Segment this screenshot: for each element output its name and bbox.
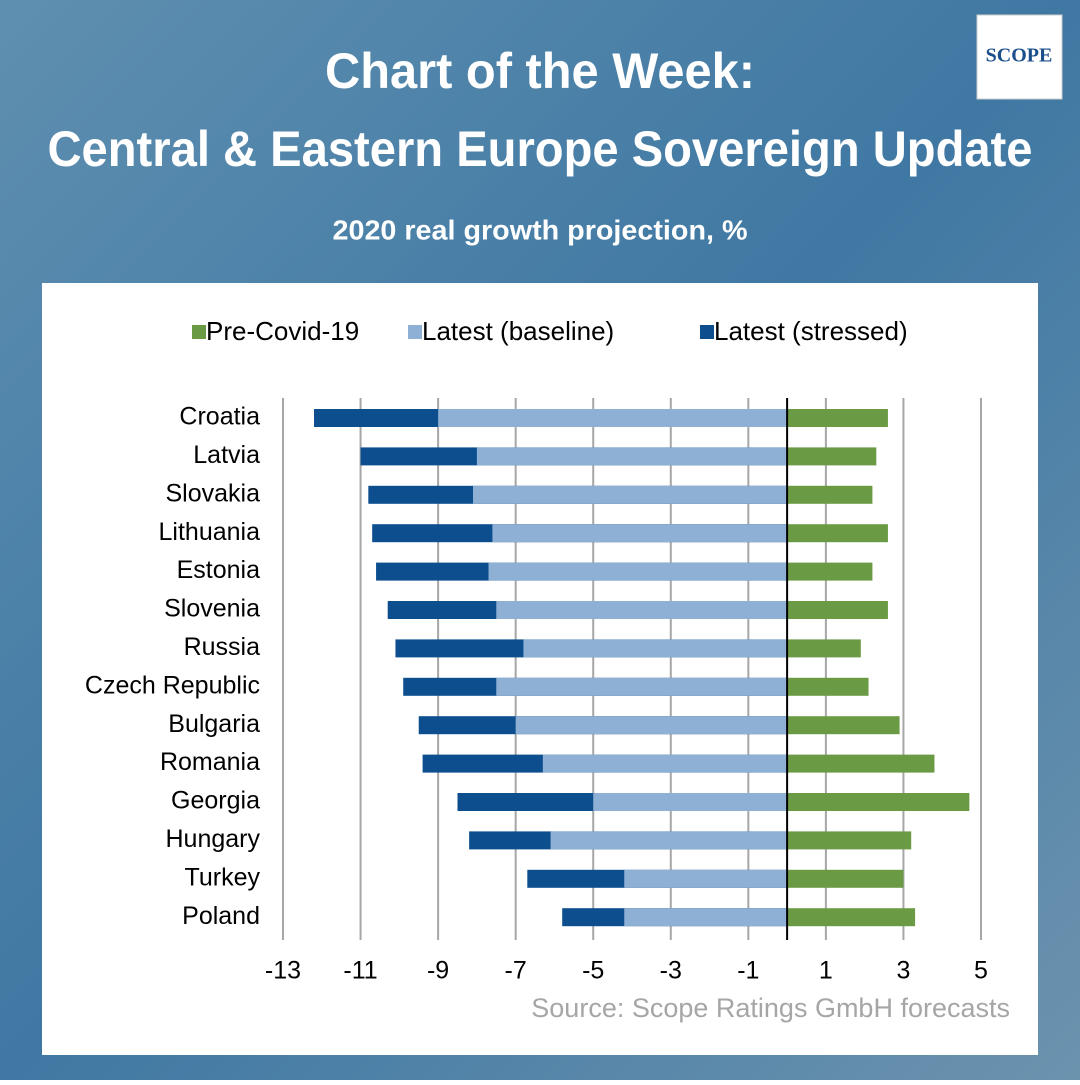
title: Central & Eastern Europe Sovereign Updat… — [48, 121, 1033, 177]
bar — [787, 869, 904, 888]
bar — [473, 485, 788, 504]
y-tick-label: Georgia — [171, 787, 260, 815]
y-tick-label: Estonia — [177, 556, 260, 584]
y-tick-label: Hungary — [166, 825, 261, 853]
x-tick-label: -3 — [660, 957, 682, 985]
legend-swatch — [700, 325, 714, 339]
x-tick-label: -13 — [265, 957, 301, 985]
y-tick-label: Turkey — [185, 863, 261, 891]
x-tick-label: -1 — [737, 957, 759, 985]
y-tick-label: Russia — [184, 633, 261, 661]
bar — [523, 639, 788, 658]
bar — [787, 639, 861, 658]
chart-panel — [42, 283, 1038, 1055]
bar — [787, 562, 873, 581]
bar — [787, 754, 935, 773]
bar — [787, 485, 873, 504]
y-tick-label: Croatia — [179, 403, 260, 431]
bar — [787, 409, 888, 427]
logo: SCOPE — [986, 45, 1053, 67]
legend-label: Pre-Covid-19 — [206, 316, 359, 346]
bar — [787, 524, 888, 543]
subtitle: 2020 real growth projection, % — [333, 214, 748, 245]
y-tick-label: Lithuania — [159, 518, 261, 546]
bar — [787, 447, 877, 466]
y-tick-label: Slovenia — [164, 595, 260, 623]
x-tick-label: -11 — [343, 957, 377, 985]
x-tick-label: 5 — [974, 957, 988, 985]
legend-swatch — [192, 325, 206, 339]
bar — [787, 601, 888, 619]
bar — [438, 409, 788, 427]
bar — [496, 677, 788, 696]
bar — [476, 447, 788, 466]
bar — [593, 793, 788, 811]
bar — [496, 601, 788, 619]
bar — [542, 754, 788, 773]
bar — [787, 677, 869, 696]
legend-label: Latest (baseline) — [422, 316, 614, 346]
bar — [787, 716, 900, 735]
bar — [787, 908, 916, 927]
y-tick-label: Slovakia — [166, 479, 261, 507]
x-tick-label: 3 — [896, 957, 910, 985]
legend-swatch — [408, 325, 422, 339]
x-tick-label: -9 — [427, 957, 449, 985]
y-tick-label: Bulgaria — [168, 710, 260, 738]
bar — [488, 562, 788, 581]
x-tick-label: 1 — [819, 957, 833, 985]
bar — [624, 869, 788, 888]
bar — [550, 831, 788, 850]
bar — [515, 716, 788, 735]
logo-box — [976, 14, 1063, 100]
y-tick-label: Romania — [160, 748, 260, 776]
bar — [492, 524, 788, 543]
title: Chart of the Week: — [325, 43, 755, 99]
bar — [624, 908, 788, 927]
bar — [787, 831, 912, 850]
bar — [787, 793, 970, 811]
y-tick-label: Czech Republic — [85, 671, 260, 699]
x-tick-label: -7 — [505, 957, 527, 985]
y-tick-label: Poland — [182, 902, 260, 930]
source: Source: Scope Ratings GmbH forecasts — [531, 993, 1010, 1023]
x-tick-label: -5 — [582, 957, 604, 985]
legend-label: Latest (stressed) — [714, 316, 908, 346]
y-tick-label: Latvia — [193, 441, 260, 469]
